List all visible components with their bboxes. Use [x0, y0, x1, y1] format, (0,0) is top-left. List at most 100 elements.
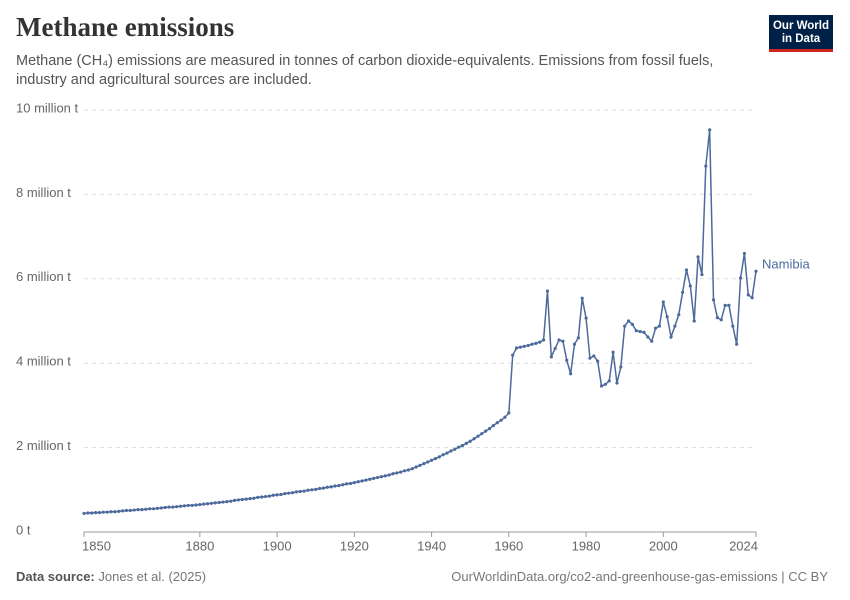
data-point [182, 504, 187, 508]
data-point [638, 329, 642, 334]
data-point [202, 502, 206, 506]
data-point [171, 505, 175, 509]
data-point [379, 475, 383, 479]
data-point [553, 346, 557, 351]
source: Data source: Jones et al. (2025) [16, 569, 206, 584]
data-point [538, 340, 542, 344]
data-point [136, 508, 140, 512]
data-point [290, 491, 295, 495]
data-point [584, 316, 588, 320]
data-point [541, 338, 546, 342]
data-point [665, 315, 669, 319]
data-point [653, 326, 658, 330]
data-point [688, 284, 692, 288]
y-tick-label: 0 t [16, 522, 31, 537]
data-point [742, 251, 747, 256]
x-tick-label: 1850 [82, 538, 111, 553]
data-point [630, 322, 635, 326]
data-point [619, 365, 623, 369]
data-point [337, 483, 341, 488]
data-point [422, 462, 426, 466]
data-point [565, 358, 569, 362]
data-point [418, 463, 422, 467]
data-point [294, 490, 299, 494]
data-point [348, 481, 353, 486]
data-point [669, 335, 673, 339]
data-point [603, 382, 607, 386]
data-point [754, 269, 758, 273]
data-point [410, 467, 414, 471]
x-tick-label: 1880 [185, 538, 214, 553]
data-point [325, 485, 329, 489]
data-point [314, 487, 318, 491]
data-point [746, 293, 750, 297]
data-point [445, 451, 449, 455]
data-point [159, 506, 163, 510]
data-point [549, 355, 553, 359]
data-point [167, 505, 171, 509]
data-point [175, 505, 179, 509]
data-point [178, 504, 183, 508]
logo[interactable]: Our World in Data [769, 15, 833, 52]
y-tick-label: 8 million t [16, 185, 71, 200]
data-point [708, 128, 712, 132]
data-point [522, 344, 526, 348]
x-tick-label: 1980 [572, 538, 601, 553]
data-point [395, 471, 399, 475]
data-point [514, 346, 519, 350]
logo-line: in Data [781, 33, 821, 45]
data-point [673, 324, 677, 328]
data-point [626, 319, 631, 323]
data-point [283, 491, 287, 496]
data-point [433, 456, 438, 461]
data-point [684, 268, 689, 272]
data-point [503, 415, 507, 419]
data-point [402, 469, 407, 473]
data-point [700, 272, 704, 277]
url[interactable]: OurWorldinData.org/co2-and-greenhouse-ga… [451, 569, 828, 584]
data-point [97, 510, 102, 515]
data-point [681, 290, 685, 294]
data-point [596, 359, 600, 363]
data-point [229, 499, 233, 503]
data-point [93, 510, 98, 515]
data-point [310, 488, 314, 492]
data-point [287, 491, 291, 495]
data-point [90, 511, 94, 515]
data-point [545, 289, 550, 293]
data-point [333, 484, 337, 488]
data-point [723, 303, 727, 307]
data-point [406, 468, 411, 472]
data-point [561, 339, 565, 343]
data-point [696, 255, 700, 259]
data-point [306, 488, 310, 492]
data-point [441, 453, 445, 457]
data-point [128, 508, 132, 513]
data-point [507, 411, 511, 415]
data-point [375, 475, 380, 480]
chart-subtitle: Methane (CH₄) emissions are measured in … [16, 53, 714, 88]
data-point [217, 500, 221, 505]
data-point [526, 343, 530, 348]
data-point [437, 455, 441, 459]
data-point [650, 339, 654, 343]
y-tick-label: 10 million t [16, 100, 79, 115]
data-point [368, 477, 372, 481]
data-point [267, 494, 271, 498]
data-point [750, 296, 754, 300]
x-tick-label: 1960 [494, 538, 523, 553]
data-point [499, 418, 503, 422]
data-point [275, 493, 279, 497]
y-tick-label: 2 million t [16, 438, 71, 453]
data-point [155, 506, 159, 510]
data-point [213, 501, 217, 505]
data-point [472, 437, 476, 441]
series-label: Namibia [762, 257, 810, 272]
data-point [464, 441, 468, 445]
data-point [279, 492, 283, 497]
data-point [715, 316, 719, 320]
data-point [572, 342, 577, 346]
data-point [109, 510, 113, 514]
data-point [240, 497, 244, 502]
